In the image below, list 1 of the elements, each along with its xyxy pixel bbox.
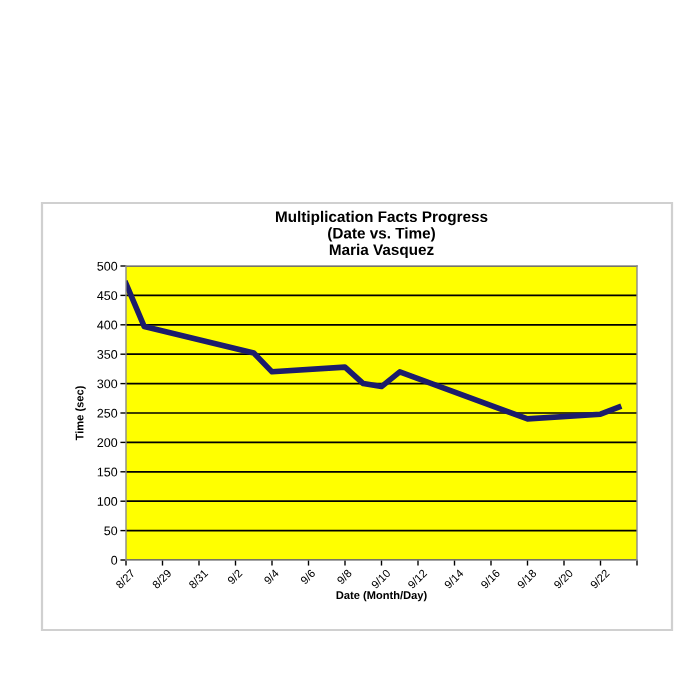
line-series — [126, 280, 622, 422]
